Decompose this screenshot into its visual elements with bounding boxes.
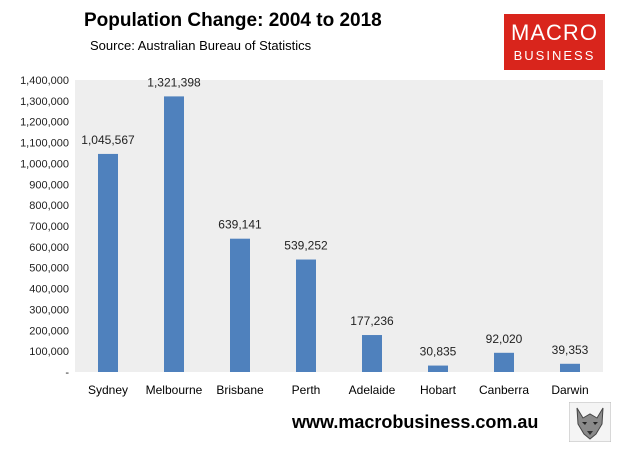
data-label: 639,141 — [218, 218, 262, 232]
x-tick-label: Perth — [292, 383, 321, 397]
data-label: 1,045,567 — [81, 133, 135, 147]
x-tick-label: Brisbane — [216, 383, 264, 397]
data-label: 30,835 — [420, 345, 457, 359]
bar-canberra — [494, 353, 514, 372]
x-tick-label: Darwin — [551, 383, 588, 397]
bar-adelaide — [362, 335, 382, 372]
y-tick-label: 600,000 — [29, 242, 69, 254]
bar-brisbane — [230, 239, 250, 372]
y-tick-label: 100,000 — [29, 346, 69, 358]
y-tick-label: 1,200,000 — [20, 117, 69, 129]
plot-area — [75, 80, 603, 372]
data-label: 1,321,398 — [147, 75, 201, 89]
bar-melbourne — [164, 96, 184, 372]
x-tick-label: Melbourne — [146, 383, 203, 397]
data-label: 539,252 — [284, 239, 328, 253]
x-tick-label: Canberra — [479, 383, 529, 397]
y-tick-label: 700,000 — [29, 221, 69, 233]
x-tick-label: Hobart — [420, 383, 457, 397]
data-label: 177,236 — [350, 314, 394, 328]
x-tick-label: Adelaide — [349, 383, 396, 397]
bar-chart: - 100,000 200,000 300,000 400,000 500,000 600,… — [0, 0, 629, 400]
bar-hobart — [428, 366, 448, 372]
y-tick-label: - — [65, 367, 69, 379]
bar-sydney — [98, 154, 118, 372]
y-tick-label: 1,000,000 — [20, 158, 69, 170]
y-tick-label: 900,000 — [29, 179, 69, 191]
y-tick-label: 1,300,000 — [20, 96, 69, 108]
y-tick-label: 500,000 — [29, 263, 69, 275]
website-url: www.macrobusiness.com.au — [292, 412, 538, 433]
y-tick-label: 400,000 — [29, 284, 69, 296]
y-tick-label: 1,100,000 — [20, 138, 69, 150]
y-tick-label: 200,000 — [29, 325, 69, 337]
y-tick-label: 1,400,000 — [20, 75, 69, 87]
data-label: 39,353 — [552, 343, 589, 357]
data-label: 92,020 — [486, 332, 523, 346]
y-tick-label: 300,000 — [29, 304, 69, 316]
y-tick-label: 800,000 — [29, 200, 69, 212]
bar-perth — [296, 260, 316, 372]
x-tick-label: Sydney — [88, 383, 128, 397]
wolf-head-icon — [569, 402, 611, 442]
bar-darwin — [560, 364, 580, 372]
